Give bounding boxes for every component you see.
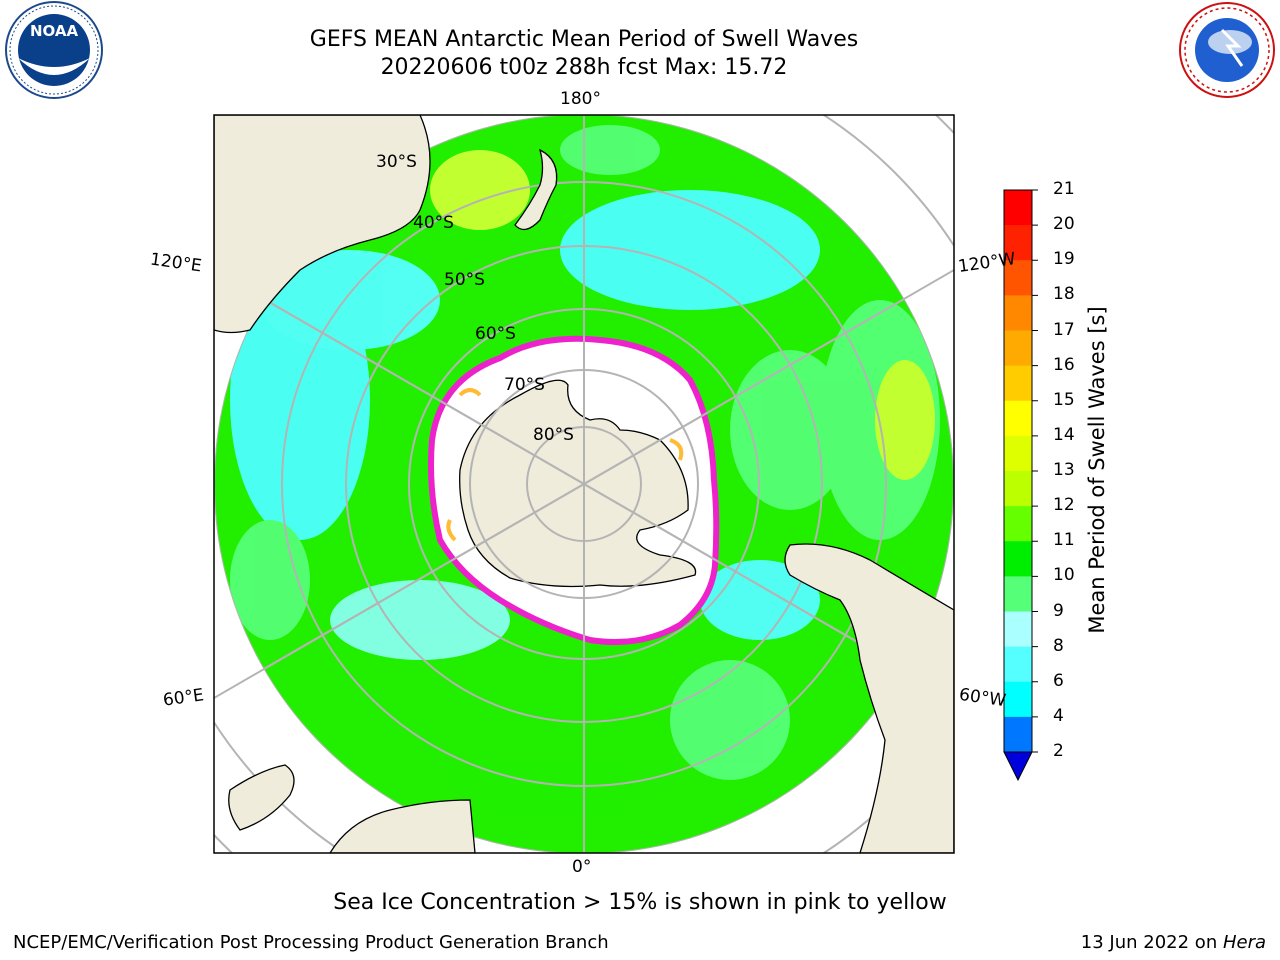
noaa-logo-text: NOAA [30,22,79,40]
colorbar-segment [1004,330,1032,367]
colorbar-tick-label: 19 [1053,249,1075,270]
colorbar [1003,189,1038,782]
colorbar-tick-label: 16 [1053,354,1075,375]
credit-host: Hera [1222,932,1266,953]
new-zealand-landmass [514,148,558,231]
madagascar-landmass [228,764,295,831]
colorbar-segment [1004,681,1032,718]
colorbar-segment [1004,365,1032,402]
map-frame [213,114,955,854]
credit-date: 13 Jun 2022 on Hera [1081,932,1266,953]
south-america-landmass [784,543,954,853]
lat-label-80s: 80°S [533,425,574,445]
colorbar-tick-label: 11 [1053,530,1075,551]
credit-date-text: 13 Jun 2022 on [1080,932,1223,953]
colorbar-segment [1004,435,1032,472]
colorbar-tick-label: 13 [1053,460,1075,480]
colorbar-tick-label: 8 [1053,635,1064,656]
credit-branch: NCEP/EMC/Verification Post Processing Pr… [13,932,609,953]
lat-label-40s: 40°S [413,213,454,233]
colorbar-tick-label: 17 [1053,319,1075,340]
colorbar-segment [1004,506,1032,542]
colorbar-tick-label: 10 [1053,565,1075,586]
chart-title: GEFS MEAN Antarctic Mean Period of Swell… [309,27,859,52]
colorbar-tick-label: 2 [1053,741,1064,761]
antarctica-landmass [459,379,697,588]
colorbar-segment [1004,225,1032,261]
colorbar-tick-label: 18 [1053,284,1075,305]
lat-label-70s: 70°S [504,375,545,395]
colorbar-tick-label: 15 [1053,389,1075,410]
colorbar-tick-label: 21 [1053,179,1075,199]
australia-landmass [214,115,431,334]
nws-logo [1179,2,1275,98]
colorbar-segment [1004,471,1032,507]
lon-label-180: 180° [560,89,601,109]
colorbar-segment [1004,576,1032,612]
colorbar-tick-label: 12 [1053,495,1075,516]
colorbar-segment [1004,716,1032,753]
colorbar-label: Mean Period of Swell Waves [s] [1085,306,1109,634]
colorbar-tick-label: 9 [1053,600,1064,621]
colorbar-segment [1004,295,1032,331]
lat-label-60s: 60°S [475,324,516,344]
lat-label-30s: 30°S [376,152,417,172]
colorbar-segment [1004,541,1032,577]
landmasses [214,115,954,853]
africa-landmass [329,799,476,853]
chart-subtitle: 20220606 t00z 288h fcst Max: 15.72 [380,55,788,80]
colorbar-extension [1003,751,1033,782]
colorbar-segment [1004,260,1032,296]
colorbar-tick-label: 20 [1053,214,1075,235]
colorbar-segment [1004,611,1032,648]
noaa-logo: NOAA [5,1,103,99]
lon-label-0: 0° [572,857,592,877]
colorbar-segment [1004,646,1032,683]
colorbar-tick-label: 4 [1053,705,1064,726]
colorbar-segment [1004,190,1032,226]
sea-ice-note: Sea Ice Concentration > 15% is shown in … [333,890,947,915]
lat-label-50s: 50°S [444,270,485,290]
colorbar-tick-label: 6 [1053,670,1064,691]
colorbar-segment [1004,400,1032,437]
colorbar-tick-label: 14 [1053,424,1075,445]
